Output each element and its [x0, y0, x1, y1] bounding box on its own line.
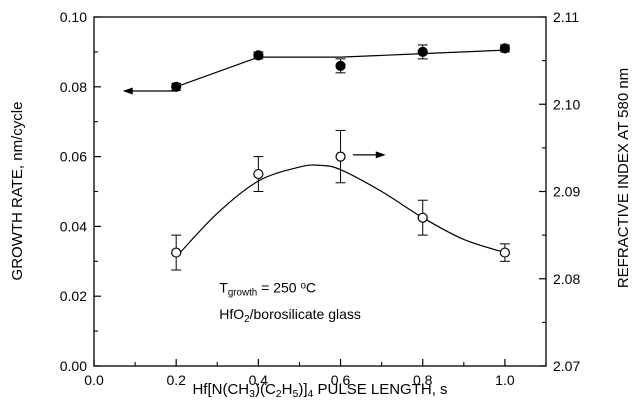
x-tick-label: 0.6: [331, 372, 351, 388]
left-y-axis-title: GROWTH RATE, nm/cycle: [9, 102, 26, 281]
text-run: growth: [228, 287, 257, 298]
series-2-fit-line: [175, 164, 506, 258]
text-run: 2: [276, 388, 282, 400]
text-run: 3: [249, 388, 255, 400]
x-tick-label: 1.0: [495, 372, 515, 388]
right-y-axis-title: REFRACTIVE INDEX AT 580 nm: [615, 68, 632, 288]
x-axis-title: Hf[N(CH3)(C2H5)]4 PULSE LENGTH, s: [192, 381, 447, 400]
text-run: )]: [298, 381, 307, 398]
text-run: T: [219, 280, 228, 296]
series-2: [171, 129, 511, 271]
x-tick-label: 0.0: [84, 372, 104, 388]
text-run: 2: [244, 313, 249, 324]
text-run: Hf[N(CH: [192, 381, 249, 398]
right-y-tick-label: 2.08: [553, 271, 580, 287]
data-point: [171, 81, 182, 92]
data-point: [499, 43, 511, 54]
annotations: Tgrowth = 250 oC HfO2/borosilicate glass: [219, 280, 361, 325]
x-axis-ticks: 0.0 0.2 0.4 0.6 0.8 1.0: [84, 359, 547, 388]
left-y-tick-label: 0.08: [60, 79, 87, 95]
right-y-tick-label: 2.09: [553, 184, 580, 200]
text-run: 5: [292, 388, 298, 400]
data-point: [499, 247, 511, 258]
right-y-tick-label: 2.10: [553, 96, 580, 112]
series-axis-arrows: [122, 87, 386, 159]
text-run: 4: [308, 388, 314, 400]
text-run: PULSE LENGTH, s: [313, 381, 447, 398]
arrow-right: [352, 151, 386, 159]
arrow-left: [122, 87, 177, 95]
left-y-tick-label: 0.06: [60, 149, 87, 165]
arrow-head: [375, 151, 386, 159]
text-run: )(C: [255, 381, 276, 398]
annotation: HfO2/borosilicate glass: [219, 306, 361, 325]
right-y-tick-label: 2.07: [553, 358, 580, 374]
left-y-tick-label: 0.00: [60, 358, 87, 374]
text-run: o: [300, 281, 306, 292]
left-y-axis-ticks: 0.00 0.02 0.04 0.06 0.08 0.10: [60, 9, 101, 374]
left-y-tick-label: 0.04: [60, 218, 87, 234]
data-point: [417, 212, 428, 223]
data-point: [417, 46, 428, 58]
text-run: C: [306, 280, 316, 296]
x-tick-label: 0.2: [166, 372, 186, 388]
text-run: /borosilicate glass: [250, 306, 361, 322]
series-layer: [171, 43, 511, 271]
right-y-axis-ticks: 2.07 2.08 2.09 2.10 2.11: [539, 9, 580, 374]
left-y-tick-label: 0.10: [60, 9, 87, 25]
text-run: H: [282, 381, 293, 398]
series-1-fit-line: [175, 49, 505, 88]
left-y-tick-label: 0.02: [60, 288, 87, 304]
series-1: [171, 43, 511, 92]
x-tick-label: 0.4: [249, 372, 269, 388]
text-run: = 250: [257, 280, 300, 296]
right-y-tick-label: 2.11: [553, 9, 579, 25]
annotation: Tgrowth = 250 oC: [219, 280, 316, 299]
data-point: [335, 60, 346, 71]
x-tick-label: 0.8: [413, 372, 433, 388]
data-point: [253, 168, 264, 180]
data-point: [171, 247, 182, 258]
data-point: [253, 50, 264, 61]
arrow-head: [122, 87, 133, 95]
text-run: HfO: [219, 306, 244, 322]
data-point: [335, 151, 346, 162]
